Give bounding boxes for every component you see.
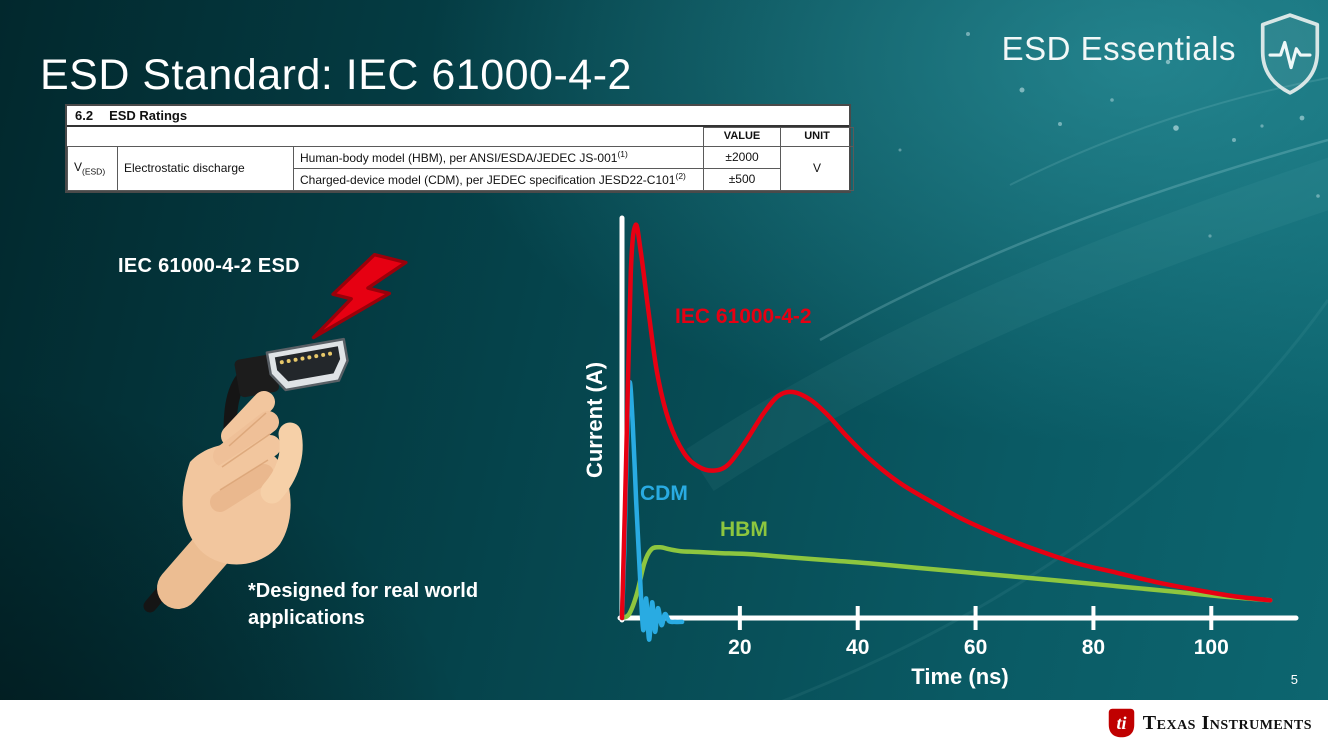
cdm-desc-cell: Charged-device model (CDM), per JEDEC sp…	[292, 167, 705, 191]
y-axis-label: Current (A)	[582, 361, 607, 479]
series-line-cdm	[619, 379, 685, 642]
x-tick-label: 80	[1082, 636, 1105, 659]
series-label-cdm: CDM	[640, 482, 688, 505]
param-symbol-cell: V(ESD)	[67, 145, 118, 191]
x-axis-label: Time (ns)	[911, 664, 1009, 689]
hbm-desc: Human-body model (HBM), per ANSI/ESDA/JE…	[300, 150, 618, 165]
param-symbol-sub: (ESD)	[82, 166, 106, 177]
table-section-title: ESD Ratings	[109, 108, 188, 123]
series-label-hbm: HBM	[720, 518, 768, 541]
table-section-number: 6.2	[75, 108, 94, 123]
x-tick-label: 100	[1194, 636, 1229, 659]
waveform-chart: 20 40 60 80 100 Current (A) Time (ns) IEC 61…	[570, 210, 1315, 690]
ti-logo: ti Texas Instruments	[1108, 708, 1312, 738]
series-title: ESD Essentials	[1001, 30, 1236, 67]
ti-bug-icon: ti	[1108, 708, 1135, 738]
hbm-footnote-ref: (1)	[617, 148, 628, 159]
lightning-bolt-icon	[311, 252, 408, 340]
cdm-value-cell: ±500	[703, 167, 782, 191]
series-label-iec: IEC 61000-4-2	[675, 305, 812, 328]
table-header-row: VALUE UNIT	[67, 127, 855, 147]
page-number: 5	[1290, 672, 1298, 687]
esd-strike-illustration	[143, 252, 408, 613]
table-row: V(ESD) Electrostatic discharge Human-bod…	[67, 145, 855, 191]
x-tick-label: 60	[964, 636, 987, 659]
param-symbol: V	[74, 159, 83, 174]
table-section-heading: 6.2 ESD Ratings	[67, 106, 849, 127]
x-tick-label: 20	[728, 636, 751, 659]
cdm-footnote-ref: (2)	[675, 170, 686, 181]
connector-pins	[279, 351, 333, 365]
shield-heartbeat-icon	[1260, 13, 1320, 95]
svg-text:ti: ti	[1116, 713, 1126, 733]
header-spacer	[67, 127, 704, 147]
column-header-value: VALUE	[703, 127, 782, 147]
hbm-value-cell: ±2000	[703, 145, 782, 169]
series-line-hbm	[619, 544, 1273, 621]
footnote-text: *Designed for real world applications	[248, 580, 479, 629]
footer-bar: ti Texas Instruments	[0, 700, 1328, 746]
ti-logo-text: Texas Instruments	[1142, 711, 1312, 734]
hand	[157, 391, 303, 609]
ratings-table-grid: VALUE UNIT V(ESD) Electrostatic discharg…	[67, 127, 855, 191]
unit-cell: V	[780, 145, 855, 191]
x-tick-label: 40	[846, 636, 869, 659]
ratings-table: 6.2 ESD Ratings VALUE UNIT V(ESD) Electr…	[65, 104, 855, 193]
illustration-caption: IEC 61000-4-2 ESD	[118, 255, 300, 277]
page-title: ESD Standard: IEC 61000-4-2	[40, 50, 632, 99]
hbm-desc-cell: Human-body model (HBM), per ANSI/ESDA/JE…	[292, 145, 705, 169]
column-header-unit: UNIT	[780, 127, 855, 147]
table-row: Charged-device model (CDM), per JEDEC sp…	[68, 167, 854, 191]
chart-canvas: 20 40 60 80 100	[617, 215, 1299, 659]
series-line-iec-61000-4-2	[619, 222, 1273, 621]
hdmi-connector	[234, 337, 349, 398]
cdm-desc: Charged-device model (CDM), per JEDEC sp…	[300, 172, 676, 187]
param-name-cell: Electrostatic discharge	[117, 145, 294, 191]
